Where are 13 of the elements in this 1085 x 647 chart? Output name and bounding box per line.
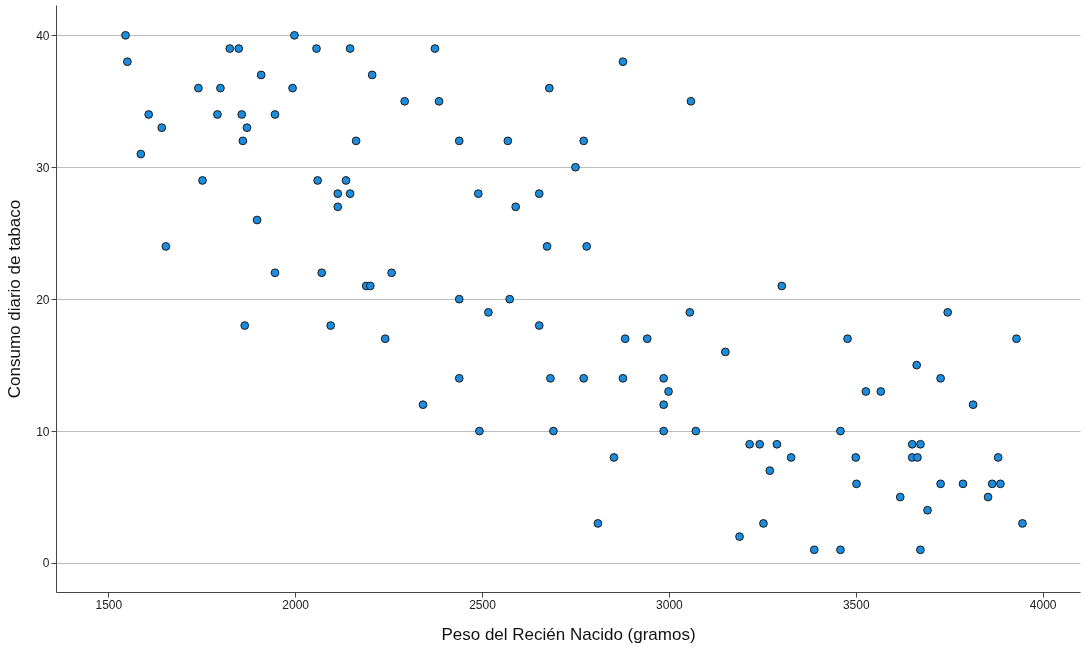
x-tick-label: 2500	[469, 597, 497, 612]
x-axis-title: Peso del Recién Nacido (gramos)	[441, 624, 696, 644]
x-tick-label: 2000	[282, 597, 310, 612]
x-tick-label: 4000	[1029, 597, 1057, 612]
x-tick-label: 1500	[95, 597, 123, 612]
y-axis-title: Consumo diario de tabaco	[5, 199, 25, 399]
y-tick-label: 10	[36, 424, 50, 439]
y-tick-label: 40	[36, 28, 50, 43]
y-tick-label: 20	[36, 292, 50, 307]
y-tick-label: 0	[42, 556, 50, 571]
x-tick-label: 3500	[842, 597, 870, 612]
x-tick-label: 3000	[656, 597, 684, 612]
y-tick-label: 30	[36, 160, 50, 175]
